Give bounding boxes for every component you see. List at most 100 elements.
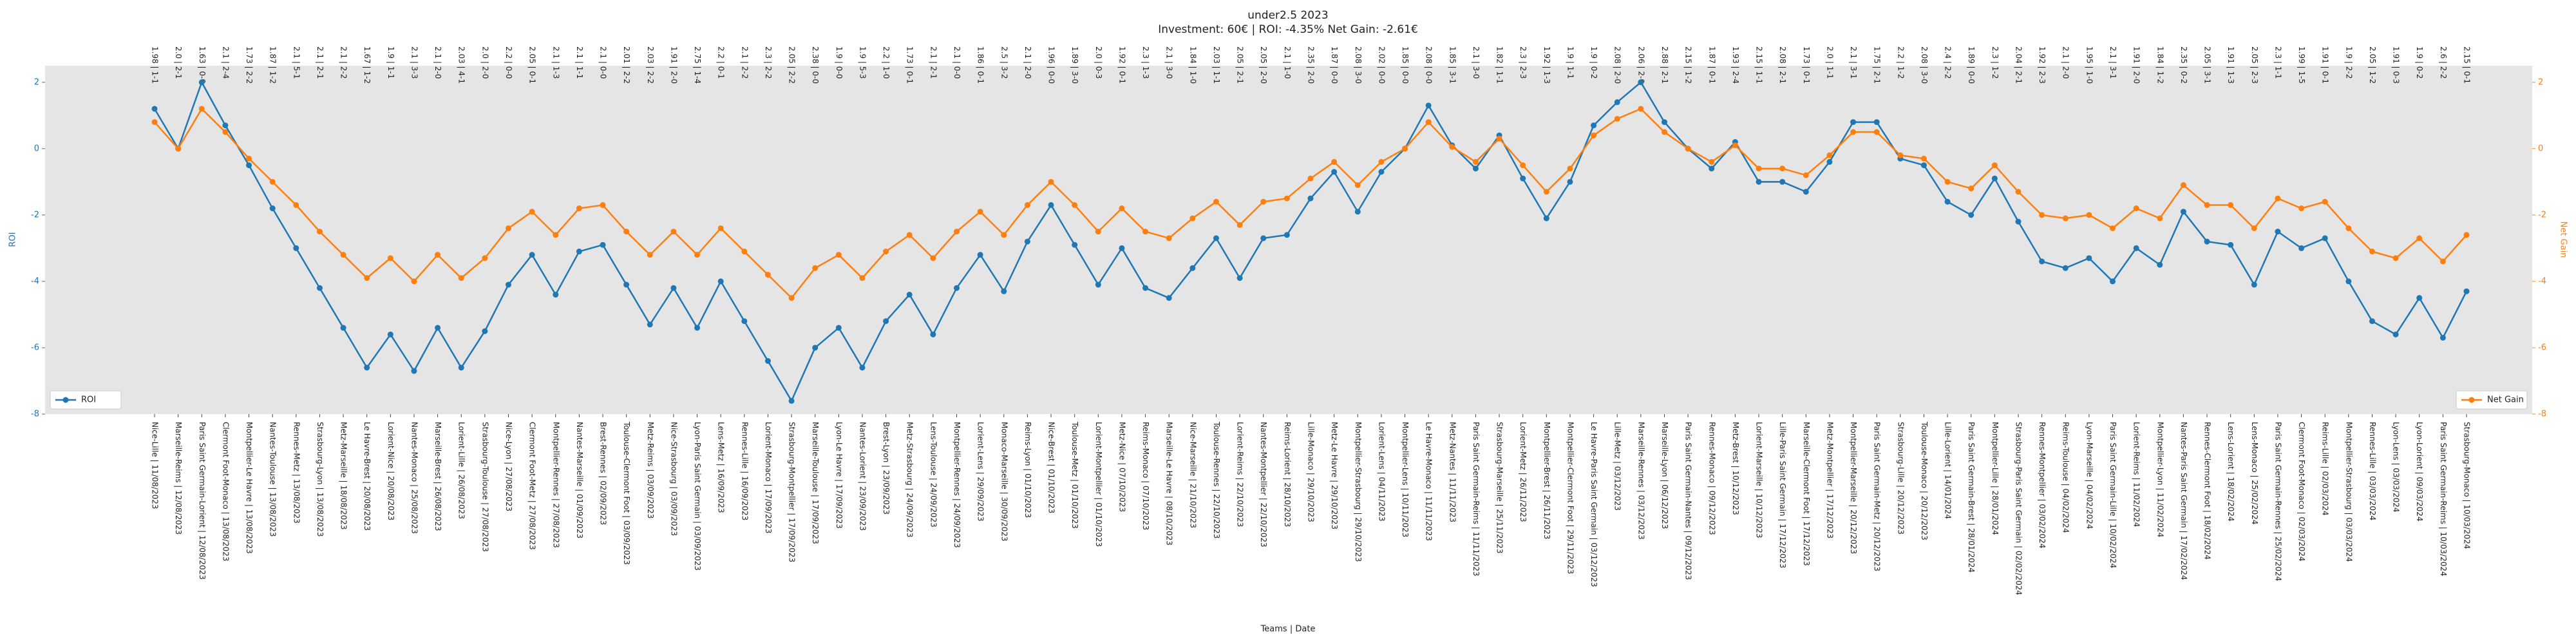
- x-tick-label: Monaco-Marseille | 30/09/2023: [999, 422, 1009, 542]
- series-point: [1826, 158, 1833, 165]
- x-tick-label: Marseille-Toulouse | 17/09/2023: [811, 422, 820, 544]
- x-tick-label: Lorient-Montpellier | 01/10/2023: [1094, 422, 1103, 547]
- x-tick-label: Marseille-Le Havre | 08/10/2023: [1165, 422, 1174, 545]
- x-tick-label: Strasbourg-Monaco | 10/03/2024: [2463, 422, 2472, 549]
- top-tick-label: 2.3 | 1-3: [1141, 46, 1150, 79]
- top-tick-label: 2.1 | 3-1: [1849, 46, 1858, 79]
- series-point: [364, 275, 370, 281]
- x-tick-label: Montpellier-Le Havre | 13/08/2023: [245, 422, 254, 554]
- x-tick-label: Lorient-Lille | 26/08/2023: [457, 422, 466, 519]
- top-tick-label: 2.1 | 1-3: [551, 46, 560, 79]
- top-tick-label: 2.05 | 2-1: [1236, 46, 1245, 84]
- series-point: [1614, 115, 1620, 122]
- series-point: [2345, 278, 2352, 285]
- series-point: [553, 232, 559, 238]
- series-point: [1685, 146, 1691, 152]
- top-tick-label: 2.1 | 3-0: [1165, 46, 1174, 79]
- series-point: [1213, 235, 1219, 242]
- series-point: [1472, 166, 1479, 172]
- series-point: [2133, 245, 2139, 251]
- x-tick-label: Nice-Marseille | 21/10/2023: [1188, 422, 1197, 528]
- top-tick-label: 2.0 | 2-1: [174, 46, 183, 79]
- top-tick-label: 1.91 | 0-1: [2321, 46, 2330, 84]
- series-point: [1283, 232, 1290, 238]
- series-point: [1425, 119, 1432, 126]
- top-tick-label: 2.1 | 3-3: [410, 46, 419, 79]
- series-point: [2204, 202, 2210, 208]
- series-point: [2439, 258, 2446, 265]
- x-tick-label: Nantes-Monaco | 25/08/2023: [410, 422, 419, 534]
- series-point: [246, 155, 252, 162]
- x-tick-label: Rennes-Lille | 03/03/2024: [2368, 422, 2377, 520]
- x-tick-label: Montpellier-Strasbourg | 29/10/2023: [1354, 422, 1363, 562]
- y-tick-label: -2: [31, 210, 39, 220]
- x-tick-label: Lorient-Marseille | 10/12/2023: [1755, 422, 1764, 538]
- x-tick-label: Rennes-Clermont Foot | 18/02/2024: [2203, 422, 2212, 560]
- top-tick-label: 2.1 | 2-2: [740, 46, 749, 79]
- x-tick-label: Metz-Nantes | 11/11/2023: [1448, 422, 1457, 522]
- x-tick-label: Reims-Lille | 02/03/2024: [2321, 422, 2330, 516]
- series-point: [1968, 185, 1975, 192]
- x-tick-label: Strasbourg-Marseille | 25/11/2023: [1495, 422, 1504, 554]
- x-tick-label: Reims-Lorient | 28/10/2023: [1283, 422, 1292, 527]
- series-point: [222, 122, 229, 129]
- series-point: [269, 178, 276, 185]
- series-point: [2228, 202, 2234, 208]
- series-point: [812, 265, 819, 271]
- series-point: [1354, 182, 1361, 188]
- series-point: [1001, 232, 1007, 238]
- top-tick-label: 2.15 | 1-2: [1684, 46, 1693, 84]
- x-tick-label: Marseille-Rennes | 03/12/2023: [1636, 422, 1645, 540]
- series-point: [600, 242, 606, 248]
- series-point: [1732, 142, 1738, 149]
- x-tick-label: Nantes-Paris Saint Germain | 17/02/2024: [2179, 422, 2188, 580]
- y-tick-label: -6: [31, 343, 39, 352]
- series-point: [647, 321, 653, 328]
- series-point: [1803, 189, 1809, 195]
- series-point: [151, 119, 158, 126]
- top-tick-label: 2.05 | 2-0: [1259, 46, 1268, 84]
- x-tick-label: Lens-Lorient | 18/02/2024: [2226, 422, 2235, 522]
- x-tick-label: Paris Saint Germain-Nantes | 09/12/2023: [1684, 422, 1693, 580]
- top-tick-label: 2.04 | 2-1: [2014, 46, 2023, 84]
- x-tick-label: Lille-Monaco | 29/10/2023: [1307, 422, 1316, 522]
- series-point: [316, 229, 323, 235]
- y-tick-label: 0: [34, 144, 39, 153]
- series-point: [2180, 182, 2186, 188]
- x-tick-label: Lyon-Marseille | 04/02/2024: [2085, 422, 2094, 529]
- x-tick-label: Metz-Strasbourg | 24/09/2023: [905, 422, 914, 538]
- x-tick-label: Lille-Paris Saint Germain | 17/12/2023: [1778, 422, 1787, 568]
- series-point: [623, 229, 630, 235]
- series-point: [198, 106, 205, 112]
- x-tick-label: Montpellier-Lens | 10/11/2023: [1401, 422, 1410, 537]
- series-point: [269, 205, 276, 212]
- series-point: [1425, 102, 1432, 109]
- x-tick-label: Strasbourg-Montpellier | 17/09/2023: [788, 422, 797, 562]
- x-tick-label: Reims-Toulouse | 04/02/2024: [2061, 422, 2070, 533]
- series-point: [1236, 275, 1243, 281]
- series-point: [2180, 209, 2186, 215]
- x-tick-label: Nice-Strasbourg | 03/09/2023: [669, 422, 678, 536]
- plot-area: [45, 66, 2532, 414]
- y-tick-label: -8: [31, 410, 39, 419]
- x-tick-label: Paris Saint Germain-Metz | 20/12/2023: [1873, 422, 1882, 571]
- top-tick-label: 2.08 | 3-0: [1920, 46, 1929, 84]
- series-point: [1260, 235, 1267, 242]
- series-point: [694, 252, 701, 258]
- series-point: [1944, 178, 1951, 185]
- top-tick-label: 2.35 | 2-0: [1307, 46, 1316, 84]
- x-tick-label: Lorient-Metz | 26/11/2023: [1519, 422, 1528, 522]
- series-point: [764, 358, 771, 365]
- x-tick-label: Paris Saint Germain-Rennes | 25/02/2024: [2273, 422, 2282, 581]
- series-point: [2345, 225, 2352, 231]
- series-point: [364, 365, 370, 371]
- series-point: [458, 275, 464, 281]
- top-tick-label: 2.88 | 2-1: [1660, 46, 1669, 84]
- y-tick-label: 2: [34, 77, 39, 87]
- series-point: [1873, 119, 1880, 126]
- series-point: [670, 285, 677, 291]
- top-tick-label: 1.99 | 1-5: [2297, 46, 2306, 84]
- x-tick-label: Brest-Lyon | 23/09/2023: [882, 422, 891, 515]
- series-point: [1166, 295, 1172, 301]
- top-tick-label: 1.87 | 1-2: [269, 46, 278, 84]
